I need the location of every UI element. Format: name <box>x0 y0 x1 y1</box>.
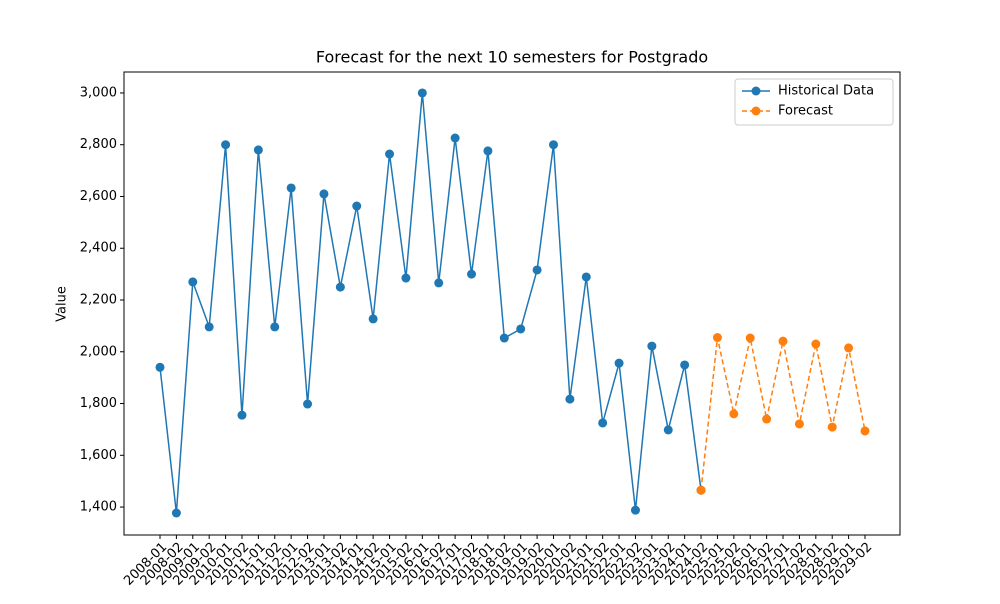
point <box>483 146 493 156</box>
point <box>565 394 575 404</box>
legend-marker <box>751 106 761 116</box>
point <box>729 409 739 419</box>
plot-frame <box>123 71 901 536</box>
point <box>499 333 509 343</box>
y-tick-label: 1,600 <box>80 448 117 463</box>
point <box>712 333 722 343</box>
y-tick-label: 2,600 <box>80 189 117 204</box>
point <box>467 269 477 279</box>
legend-label: Forecast <box>778 104 833 119</box>
point <box>598 418 608 428</box>
point <box>811 339 821 349</box>
point <box>253 145 263 155</box>
point <box>286 183 296 193</box>
point <box>778 336 788 346</box>
point <box>762 414 772 424</box>
y-tick-label: 1,400 <box>80 500 117 515</box>
y-axis-label: Value <box>55 286 70 322</box>
legend-box <box>734 78 894 126</box>
point <box>647 341 657 351</box>
point <box>450 133 460 143</box>
point <box>532 265 542 275</box>
legend-label: Historical Data <box>778 84 874 99</box>
point <box>581 272 591 282</box>
point <box>171 508 181 518</box>
point <box>630 505 640 515</box>
point <box>303 399 313 409</box>
y-tick-label: 2,200 <box>80 293 117 308</box>
legend-marker <box>751 86 761 96</box>
y-tick-label: 2,800 <box>80 137 117 152</box>
point <box>221 140 231 150</box>
point <box>548 140 558 150</box>
point <box>516 324 526 334</box>
point <box>680 360 690 370</box>
point <box>368 314 378 324</box>
point <box>155 362 165 372</box>
point <box>614 358 624 368</box>
y-tick-label: 2,400 <box>80 241 117 256</box>
y-tick-label: 2,000 <box>80 344 117 359</box>
point <box>335 282 345 292</box>
point <box>270 322 280 332</box>
point <box>188 277 198 287</box>
y-tick-label: 3,000 <box>80 85 117 100</box>
point <box>204 322 214 332</box>
point <box>860 426 870 436</box>
point <box>385 149 395 159</box>
point <box>794 419 804 429</box>
point <box>696 485 706 495</box>
point <box>401 273 411 283</box>
point <box>417 88 427 98</box>
series-line <box>159 92 702 514</box>
point <box>352 201 362 211</box>
point <box>319 189 329 199</box>
point <box>434 278 444 288</box>
chart-title: Forecast for the next 10 semesters for P… <box>316 48 708 67</box>
point <box>745 333 755 343</box>
point <box>844 343 854 353</box>
point <box>237 410 247 420</box>
y-tick-label: 1,800 <box>80 396 117 411</box>
point <box>663 425 673 435</box>
point <box>827 422 837 432</box>
